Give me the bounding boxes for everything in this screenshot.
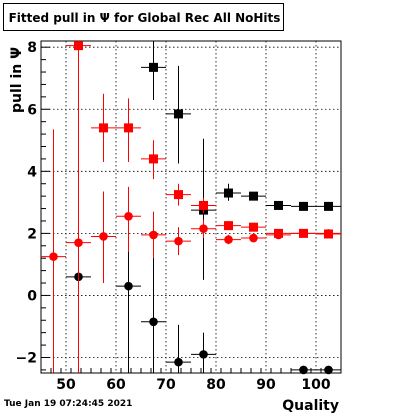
data-point — [166, 227, 191, 256]
data-point — [191, 197, 216, 214]
square-marker — [324, 201, 333, 211]
data-point — [166, 324, 191, 373]
square-marker — [174, 109, 183, 119]
data-point — [116, 98, 141, 163]
circle-marker — [74, 238, 83, 247]
data-point — [266, 230, 291, 240]
y-tick-label: 6 — [27, 102, 37, 118]
data-point — [241, 222, 266, 232]
data-point — [141, 255, 166, 373]
square-marker — [99, 123, 108, 133]
data-point — [291, 365, 316, 375]
y-tick-label: 4 — [27, 164, 37, 180]
chart-title: Fitted pull in Ψ for Global Rec All NoHi… — [8, 11, 281, 25]
data-point — [141, 211, 166, 259]
circle-marker — [174, 236, 183, 246]
data-point — [291, 229, 316, 238]
square-marker — [274, 200, 283, 210]
circle-marker — [124, 281, 133, 291]
data-point — [316, 229, 341, 238]
chart-title-box: Fitted pull in Ψ for Global Rec All NoHi… — [3, 3, 284, 31]
circle-marker — [149, 230, 158, 240]
data-point — [216, 183, 241, 201]
square-marker — [299, 201, 308, 211]
data-point — [316, 201, 341, 211]
plot-frame — [40, 40, 342, 374]
x-tick-label: 50 — [56, 377, 76, 393]
circle-marker — [299, 365, 308, 375]
square-marker — [149, 154, 158, 164]
square-marker — [124, 123, 133, 133]
circle-marker — [99, 232, 108, 241]
series-4 — [41, 41, 341, 373]
circle-marker — [224, 235, 233, 244]
circle-marker — [199, 224, 208, 234]
data-point — [91, 93, 116, 163]
x-axis-label: Quality — [282, 398, 339, 414]
circle-marker — [174, 357, 183, 367]
data-point — [191, 332, 216, 373]
y-tick-label: 0 — [27, 288, 37, 304]
square-marker — [174, 190, 183, 200]
circle-marker — [124, 212, 133, 221]
data-points — [41, 41, 341, 375]
y-tick-label: 2 — [27, 226, 37, 242]
circle-marker — [49, 252, 58, 261]
grid-lines — [41, 41, 341, 373]
x-tick-label: 80 — [206, 377, 226, 393]
data-point — [216, 220, 241, 231]
data-point — [316, 365, 341, 375]
series-1 — [141, 41, 341, 280]
circle-marker — [324, 229, 333, 238]
data-point — [216, 234, 241, 245]
data-point — [166, 65, 191, 164]
x-tick-label: 90 — [256, 377, 276, 393]
data-point — [291, 201, 316, 211]
square-marker — [249, 222, 258, 232]
data-point — [91, 191, 116, 284]
circle-marker — [149, 317, 158, 327]
x-tick-label: 60 — [106, 377, 126, 393]
square-marker — [199, 200, 208, 210]
square-marker — [249, 191, 258, 201]
data-point — [191, 219, 216, 239]
y-tick-label: −2 — [16, 350, 37, 366]
x-tick-label: 70 — [156, 377, 176, 393]
square-marker — [224, 188, 233, 198]
data-point — [141, 140, 166, 180]
circle-marker — [274, 230, 283, 240]
y-tick-label: 8 — [27, 40, 37, 56]
data-point — [66, 41, 91, 373]
square-marker — [224, 221, 233, 231]
square-marker — [149, 62, 158, 72]
circle-marker — [199, 350, 208, 359]
y-axis-label: pull in Ψ — [9, 47, 25, 113]
timestamp: Tue Jan 19 07:24:45 2021 — [4, 399, 133, 409]
data-point — [166, 183, 191, 206]
data-point — [241, 233, 266, 243]
data-point — [41, 129, 66, 373]
data-point — [116, 186, 141, 252]
circle-marker — [249, 233, 258, 243]
data-point — [141, 41, 166, 100]
circle-marker — [324, 365, 333, 375]
axis-ticks: 50 60 70 80 90 100 −2 0 2 4 6 8 — [16, 40, 342, 393]
circle-marker — [299, 229, 308, 238]
data-point — [266, 200, 291, 210]
data-point — [241, 191, 266, 201]
x-tick-label: 100 — [301, 377, 330, 393]
